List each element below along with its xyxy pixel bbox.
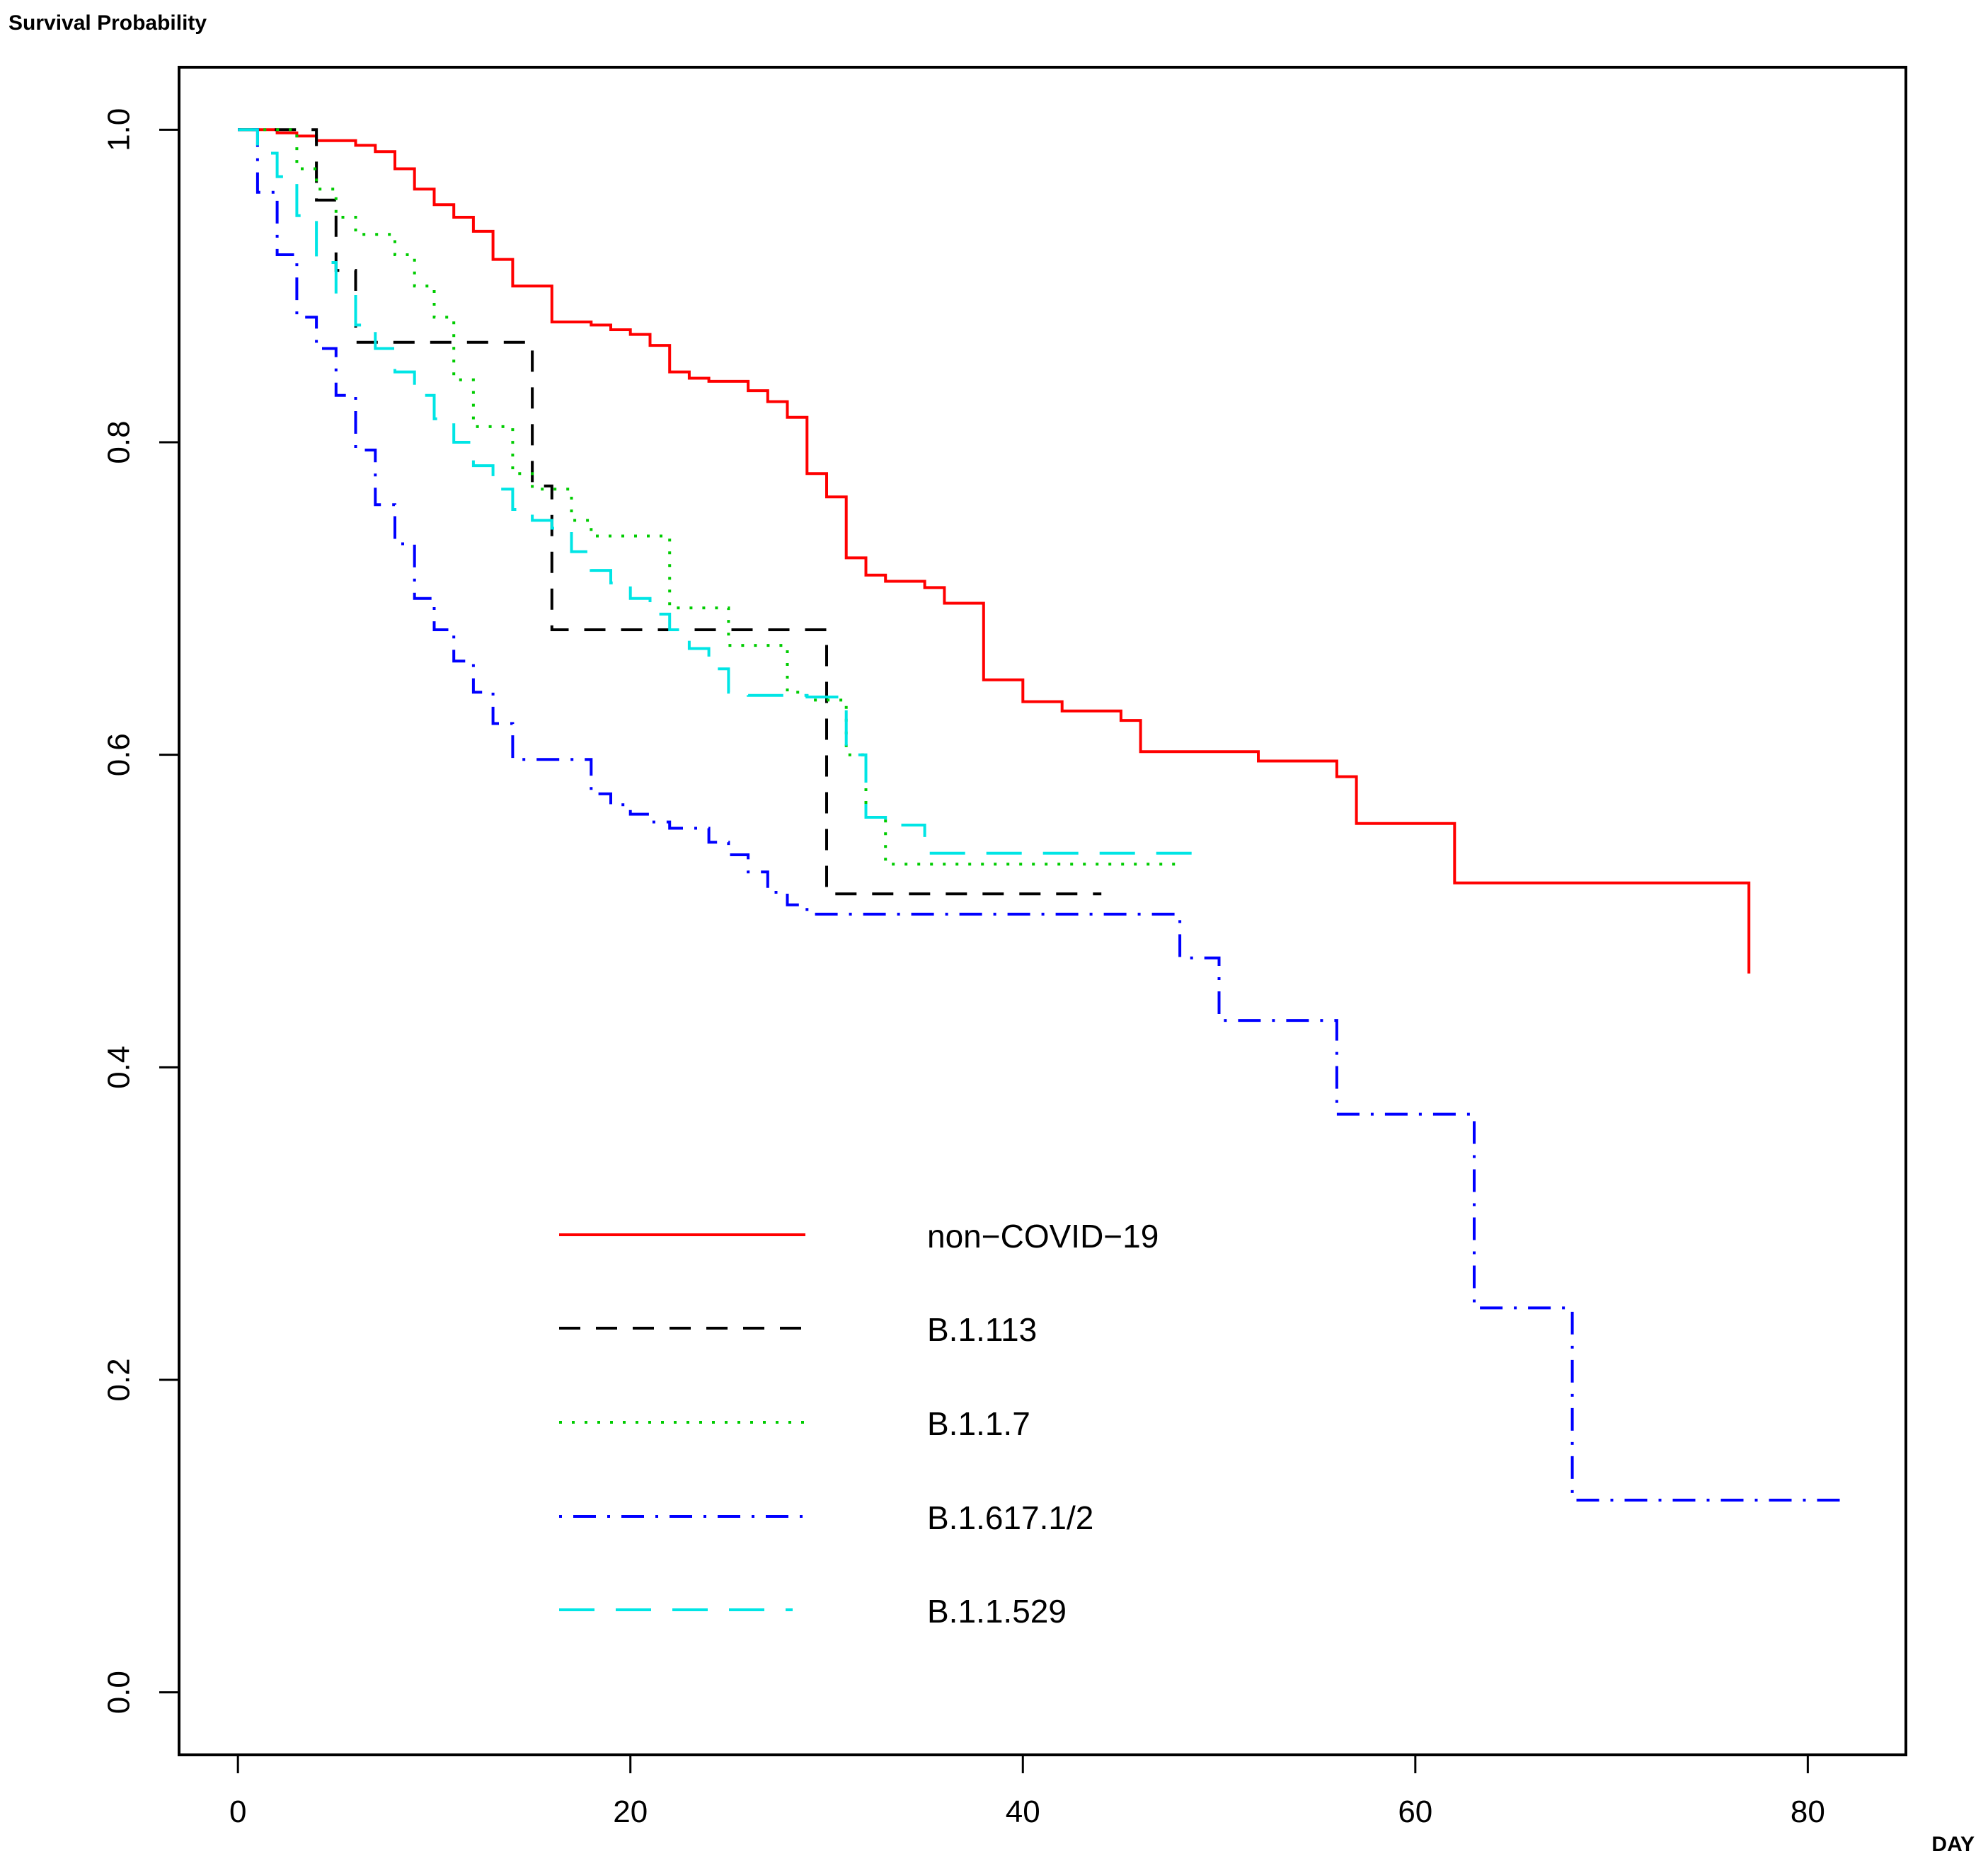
legend-label: B.1.113 — [927, 1311, 1037, 1348]
legend-label: B.1.617.1/2 — [927, 1499, 1093, 1536]
series-layer — [238, 128, 1847, 1502]
x-tick-label: 80 — [1791, 1794, 1825, 1829]
legend-item: B.1.617.1/2 — [559, 1499, 1093, 1536]
y-tick-label: 0.2 — [102, 1358, 137, 1401]
series-line — [238, 128, 1200, 855]
y-tick-label: 1.0 — [102, 108, 137, 151]
legend-label: non−COVID−19 — [927, 1218, 1159, 1255]
legend-label: B.1.1.7 — [927, 1405, 1030, 1442]
legend-label: B.1.1.529 — [927, 1593, 1067, 1630]
y-tick-label: 0.6 — [102, 733, 137, 776]
x-axis-title: DAY — [1931, 1833, 1975, 1856]
legend-item: non−COVID−19 — [559, 1218, 1159, 1255]
legend-item: B.1.113 — [559, 1311, 1037, 1348]
x-axis: 0 20 40 60 80 — [229, 1753, 1825, 1829]
x-tick-label: 20 — [613, 1794, 648, 1829]
series-line — [238, 128, 1847, 1502]
x-tick-label: 0 — [229, 1794, 246, 1829]
y-axis-title: Survival Probability — [8, 11, 207, 35]
x-tick-label: 40 — [1006, 1794, 1040, 1829]
legend-item: B.1.1.7 — [559, 1405, 1030, 1442]
series-line — [238, 128, 1751, 974]
y-tick-label: 0.4 — [102, 1046, 137, 1089]
y-tick-label: 0.8 — [102, 420, 137, 463]
y-axis: 0.0 0.2 0.4 0.6 0.8 1.0 — [102, 108, 180, 1714]
y-tick-label: 0.0 — [102, 1671, 137, 1714]
legend: non−COVID−19 B.1.113 B.1.1.7 B.1.617.1/2… — [559, 1218, 1159, 1630]
x-tick-label: 60 — [1398, 1794, 1432, 1829]
series-line — [238, 128, 1102, 896]
legend-item: B.1.1.529 — [559, 1593, 1067, 1630]
